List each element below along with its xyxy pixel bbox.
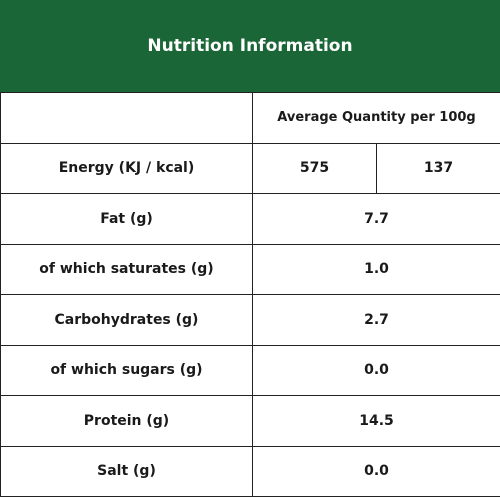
nutrient-label: Protein (g) (0, 395, 253, 447)
nutrient-value: 14.5 (251, 395, 500, 447)
table-row-energy: Energy (KJ / kcal) 575 137 (0, 142, 500, 194)
nutrient-value: 0.0 (251, 445, 500, 497)
energy-kj-value: 575 (252, 142, 377, 194)
table-row-saturates: of which saturates (g) 1.0 (0, 243, 500, 295)
nutrient-value: 0.0 (251, 344, 500, 396)
table-row-protein: Protein (g) 14.5 (0, 395, 500, 447)
nutrient-label: Carbohydrates (g) (0, 294, 253, 346)
nutrient-value: 2.7 (251, 294, 500, 346)
table-row-sugars: of which sugars (g) 0.0 (0, 344, 500, 396)
nutrient-value: 1.0 (251, 243, 500, 295)
nutrition-table: Average Quantity per 100g Energy (KJ / k… (0, 92, 500, 497)
nutrient-label: of which sugars (g) (0, 344, 253, 396)
nutrient-label: Fat (g) (0, 193, 253, 245)
nutrient-label: Salt (g) (0, 445, 253, 497)
table-row-salt: Salt (g) 0.0 (0, 445, 500, 497)
nutrient-value: 7.7 (251, 193, 500, 245)
table-row-carbohydrates: Carbohydrates (g) 2.7 (0, 294, 500, 346)
nutrition-title: Nutrition Information (147, 36, 353, 56)
average-quantity-header: Average Quantity per 100g (251, 92, 500, 144)
energy-kcal-value: 137 (375, 142, 500, 194)
header-empty-cell (0, 92, 253, 144)
nutrition-title-bar: Nutrition Information (0, 0, 500, 92)
energy-label: Energy (KJ / kcal) (0, 142, 253, 194)
table-row-fat: Fat (g) 7.7 (0, 193, 500, 245)
table-header-row: Average Quantity per 100g (0, 92, 500, 144)
nutrient-label: of which saturates (g) (0, 243, 253, 295)
